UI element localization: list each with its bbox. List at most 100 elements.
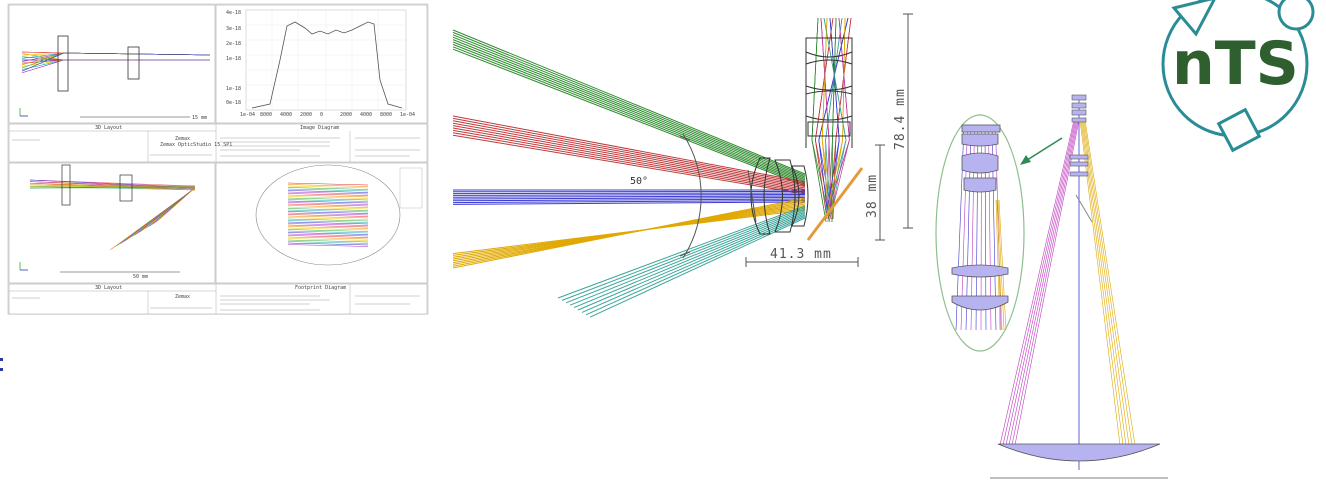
ray-red (452, 122, 806, 187)
spot-line (287, 190, 369, 193)
layout-ray (63, 52, 211, 56)
ray-red (452, 117, 806, 184)
layout-ray (29, 186, 196, 188)
spot-line (287, 236, 369, 240)
svg-text:3e-18: 3e-18 (226, 26, 241, 32)
spot-line (287, 232, 369, 235)
spot-line (287, 224, 369, 228)
telescope-ray (1080, 119, 1124, 446)
spot-line (287, 184, 369, 187)
spot-line (287, 242, 369, 246)
layout-ray (21, 51, 65, 54)
dim-width (745, 257, 859, 267)
main-ray-diagram: 50° 41.3 mm 38 mm 78.4 mm (452, 13, 913, 318)
layout-ray (21, 52, 65, 69)
telescope-ray (1008, 119, 1078, 446)
zemax-title-bottom: Zemax (175, 294, 190, 300)
layout-plot-top: 15 mm (8, 4, 216, 124)
dim-height-large (903, 13, 913, 229)
axis-tick-label: 2000 (340, 112, 352, 118)
ray-red (452, 127, 806, 190)
spot-line (287, 206, 369, 210)
spot-line (287, 185, 369, 189)
ray-red (452, 125, 806, 189)
profile-plot: 4e-18 3e-18 2e-18 1e-18 1e-18 0e-18 1e-0… (215, 4, 428, 124)
ray-green (452, 48, 806, 187)
scale-top: 15 mm (192, 115, 207, 121)
spot-line (287, 223, 369, 226)
ray-red (452, 120, 806, 186)
ray-blue (452, 192, 806, 195)
folded-ray (826, 139, 843, 214)
logo-text: nTS (1172, 29, 1299, 99)
ray-green (452, 41, 806, 182)
folded-ray (821, 139, 830, 214)
spot-line (287, 196, 369, 199)
spot-line (287, 239, 369, 243)
spot-line (287, 238, 369, 241)
svg-text:1e-18: 1e-18 (226, 56, 241, 62)
ray-teal (573, 211, 806, 309)
zemax-screenshot-panel: 15 mm 4e-18 3e-18 2e-18 1e-18 1e-18 0e-1… (7, 3, 429, 315)
spot-line (287, 199, 369, 202)
info-bar-bottom: 3D Layout Footprint Diagram Zemax (8, 283, 428, 315)
image-diagram-title: Image Diagram (300, 125, 339, 131)
zoom-ray (995, 199, 1001, 331)
software-name-top: Zemax OpticStudio 15 SP1 (160, 142, 232, 148)
zoom-ray (996, 199, 1003, 331)
layout-ray (21, 52, 65, 59)
spot-line (287, 235, 369, 238)
angle-arc (682, 133, 702, 259)
folded-ray (827, 139, 847, 211)
ray-teal (581, 214, 806, 313)
fold-mirror (806, 167, 864, 241)
axis-tick-label: 8000 (380, 112, 392, 118)
ray-teal (557, 205, 806, 299)
layout-ray (21, 52, 65, 62)
layout-label-bottom: 3D Layout (95, 285, 122, 291)
spot-line (287, 221, 369, 225)
ray-green (452, 43, 806, 184)
ray-blue (452, 198, 806, 202)
spot-line (287, 200, 369, 204)
ray-blue (452, 197, 806, 200)
layout-ray (21, 52, 65, 66)
scale-bottom: 50 mm (133, 274, 148, 280)
ray-blue (452, 195, 806, 198)
dim-height-small-label: 38 mm (865, 174, 880, 218)
svg-text:4e-18: 4e-18 (226, 10, 241, 16)
spot-line (287, 229, 369, 232)
spot-line (287, 212, 369, 216)
ray-red (452, 129, 806, 192)
vertical-lens-stack (805, 37, 853, 148)
spot-line (287, 218, 369, 222)
dim-height-small (875, 144, 885, 241)
ray-teal (561, 207, 806, 301)
spot-line (287, 209, 369, 213)
primary-mirror (997, 443, 1161, 462)
zoom-ellipse (935, 114, 1025, 352)
ray-blue (452, 194, 806, 196)
ray-red (452, 115, 806, 183)
spot-line (287, 188, 369, 192)
spot-plot (215, 162, 428, 284)
spot-line (287, 217, 369, 220)
spot-line (287, 230, 369, 234)
info-bar-top: 3D Layout Image Diagram Zemax Zemax Opti… (8, 123, 428, 163)
ray-teal (569, 210, 806, 306)
spot-line (287, 233, 369, 237)
edge-marks (0, 358, 3, 371)
ray-teal (565, 208, 806, 304)
ray-teal (577, 213, 806, 311)
layout-plot-bottom: 50 mm (8, 162, 216, 284)
nts-logo: nTS (1161, 0, 1315, 153)
spot-line (287, 244, 369, 247)
spot-line (287, 214, 369, 217)
telescope-ray (1081, 119, 1127, 446)
logo-circle (1277, 0, 1315, 31)
logo-triangle (1171, 0, 1216, 37)
spot-line (287, 187, 369, 190)
svg-text:2e-18: 2e-18 (226, 41, 241, 47)
telescope-ray (1079, 119, 1121, 446)
